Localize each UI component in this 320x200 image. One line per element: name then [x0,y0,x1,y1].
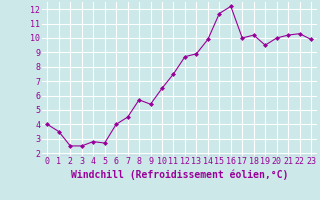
X-axis label: Windchill (Refroidissement éolien,°C): Windchill (Refroidissement éolien,°C) [70,169,288,180]
